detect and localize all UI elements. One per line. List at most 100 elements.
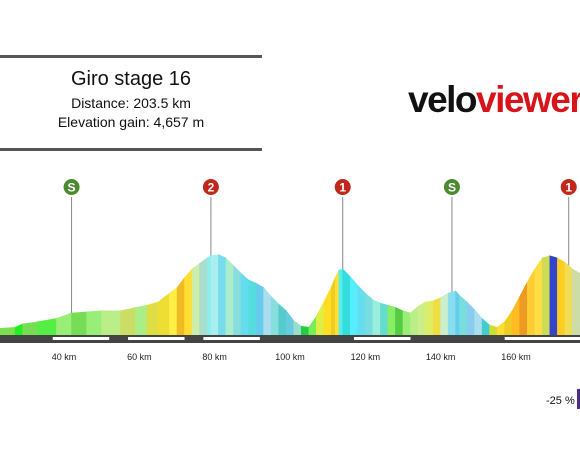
- sprint-badge: [62, 178, 81, 196]
- profile-segment: [432, 297, 441, 336]
- profile-segment: [22, 321, 38, 336]
- profile-segment: [331, 277, 336, 336]
- profile-segment: [323, 286, 332, 336]
- logo-part-viewer: viewer: [476, 79, 580, 120]
- profile-segment: [387, 304, 396, 336]
- distance-tick-label: 160 km: [501, 352, 531, 362]
- profile-segment: [455, 290, 460, 336]
- road-dash: [354, 337, 411, 340]
- profile-segment: [120, 307, 136, 336]
- profile-segment: [504, 309, 513, 336]
- profile-segment: [425, 300, 434, 336]
- elevation-profile-chart: S 2 1 S 1 40 km 60 km 80 km 100 km 120 km 140 km 1…: [0, 178, 580, 362]
- distance-tick-label: 100 km: [275, 352, 305, 362]
- gradient-scale-swatch: [577, 389, 580, 409]
- profile-segment: [37, 318, 57, 336]
- road-dash: [203, 337, 260, 340]
- stage-info-box: Giro stage 16 Distance: 203.5 km Elevati…: [0, 55, 262, 151]
- profile-segment: [365, 292, 374, 336]
- profile-segment: [481, 317, 490, 336]
- ground-band: [0, 335, 580, 343]
- profile-segment: [56, 312, 72, 336]
- profile-segment: [380, 302, 389, 336]
- road-dash: [504, 337, 580, 340]
- profile-segment: [549, 255, 558, 336]
- profile-segment: [71, 311, 87, 336]
- profile-segment: [146, 301, 159, 336]
- profile-segment: [14, 323, 23, 336]
- profile-segment: [526, 267, 536, 336]
- profile-segment: [496, 321, 505, 336]
- profile-segment: [191, 262, 200, 336]
- sprint-badge: [442, 178, 461, 196]
- profile-segment: [270, 295, 280, 336]
- profile-segment: [206, 255, 212, 336]
- profile-segment: [300, 325, 310, 336]
- profile-segment: [176, 276, 185, 336]
- climb-marker: 1: [559, 178, 578, 266]
- profile-segment: [135, 304, 148, 336]
- profile-segment: [101, 310, 121, 336]
- profile-segment: [466, 301, 475, 336]
- road-dash: [128, 337, 185, 340]
- stage-title: Giro stage 16: [70, 68, 192, 90]
- profile-segment: [184, 268, 193, 336]
- profile-segment: [199, 257, 208, 336]
- climb-marker: 1: [333, 178, 352, 269]
- profile-segment: [169, 287, 178, 336]
- profile-segment: [372, 299, 381, 336]
- profile-segment: [240, 272, 249, 336]
- profile-segment: [225, 257, 234, 336]
- marker-label: 1: [339, 181, 346, 195]
- climb-marker: 2: [201, 178, 220, 256]
- profile-segment: [293, 320, 302, 336]
- sprint-marker: S: [62, 178, 81, 313]
- climb-category-badge: [333, 178, 352, 196]
- sprint-marker: S: [442, 178, 461, 293]
- profile-segment: [447, 290, 457, 336]
- profile-segment: [410, 305, 419, 336]
- profile-segment: [474, 308, 483, 336]
- logo-part-velo: velo: [408, 79, 478, 120]
- profile-segment: [489, 324, 498, 336]
- profile-segment: [534, 257, 543, 336]
- profile-segment: [459, 294, 468, 336]
- road-dash: [52, 337, 110, 340]
- profile-segment: [440, 292, 449, 336]
- profile-segment: [0, 326, 16, 336]
- profile-segment: [417, 301, 426, 336]
- profile-segment: [338, 268, 344, 336]
- profile-segment: [316, 301, 325, 336]
- profile-segment: [564, 261, 573, 336]
- profile-segment: [86, 310, 102, 336]
- profile-segment: [511, 296, 521, 336]
- distance-tick-label: 120 km: [351, 352, 381, 362]
- marker-label: S: [448, 181, 456, 195]
- profile-segment: [572, 268, 580, 336]
- veloviewer-logo: veloviewer: [408, 80, 580, 120]
- profile-segment: [519, 282, 528, 336]
- profile-segment: [278, 303, 287, 336]
- profile-segment: [402, 310, 411, 336]
- profile-segment: [285, 309, 295, 336]
- ground-strip: [0, 335, 580, 343]
- distance-tick-label: 80 km: [202, 352, 227, 362]
- elevation-gain-text: Elevation gain: 4,657 m: [57, 114, 205, 130]
- profile-segment: [157, 292, 170, 336]
- profile-segment: [342, 268, 351, 336]
- profile-segment: [218, 254, 227, 336]
- profile-segment: [263, 286, 272, 336]
- climb-and-sprint-markers: S 2 1 S 1: [62, 178, 578, 313]
- profile-segment: [349, 275, 359, 336]
- marker-label: 2: [208, 181, 215, 195]
- profile-segment: [557, 257, 566, 336]
- profile-segment: [255, 282, 264, 336]
- distance-tick-label: 140 km: [426, 352, 456, 362]
- profile-segment: [357, 284, 366, 336]
- climb-category-badge: [201, 178, 220, 196]
- gradient-scale-label: -25 %: [546, 395, 575, 407]
- distance-text: Distance: 203.5 km: [71, 95, 191, 111]
- marker-label: 1: [565, 181, 572, 195]
- distance-axis: 40 km 60 km 80 km 100 km 120 km 140 km 160 km: [52, 352, 531, 362]
- climb-category-badge: [559, 178, 578, 196]
